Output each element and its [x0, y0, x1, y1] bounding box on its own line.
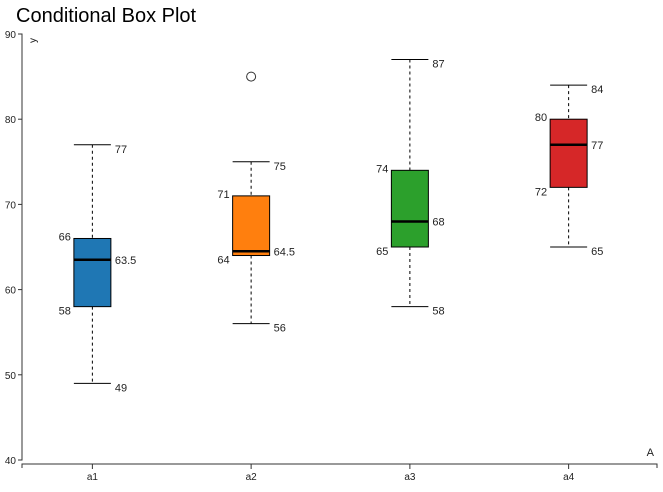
chart-title: Conditional Box Plot — [16, 5, 197, 27]
q1-label: 64 — [217, 255, 229, 267]
y-axis: 40 50 60 70 80 90 — [5, 30, 23, 467]
y-axis-label: y — [28, 38, 39, 43]
y-axis-line — [18, 33, 23, 461]
min-label: 65 — [591, 246, 603, 258]
y-tick-label: 40 — [5, 456, 17, 467]
iqr-box — [232, 195, 271, 257]
x-tick-label: a2 — [246, 472, 258, 483]
max-label: 84 — [591, 84, 603, 96]
q1-label: 58 — [59, 306, 71, 318]
box-a1: 77 49 63.5 66 58 — [59, 144, 137, 395]
min-label: 56 — [274, 323, 286, 335]
x-axis-label: A — [647, 447, 655, 459]
max-label: 75 — [274, 161, 286, 173]
q1-label: 72 — [535, 186, 547, 198]
q3-label: 80 — [535, 112, 547, 124]
max-label: 87 — [432, 59, 444, 71]
min-label: 49 — [115, 382, 127, 394]
boxes: 77 49 63.5 66 58 75 56 64.5 71 64 87 58 68 74 65 84 65 77… — [59, 59, 604, 395]
iqr-box — [390, 169, 429, 248]
y-tick-label: 60 — [5, 286, 17, 297]
iqr-box — [549, 118, 588, 188]
max-label: 77 — [115, 144, 127, 156]
median-label: 68 — [432, 216, 444, 228]
y-tick-label: 50 — [5, 371, 17, 382]
x-axis-line — [21, 463, 658, 468]
q1-label: 65 — [376, 246, 388, 258]
min-label: 58 — [432, 306, 444, 318]
q3-label: 71 — [217, 189, 229, 201]
q3-label: 66 — [59, 231, 71, 243]
y-tick-label: 80 — [5, 115, 17, 126]
q3-label: 74 — [376, 163, 388, 175]
median-label: 77 — [591, 140, 603, 152]
median-label: 63.5 — [115, 255, 136, 267]
box-a3: 87 58 68 74 65 — [376, 59, 445, 318]
median-label: 64.5 — [274, 246, 295, 258]
x-axis: a1 a2 a3 a4 — [21, 463, 658, 483]
x-tick-label: a4 — [563, 472, 575, 483]
box-a2: 75 56 64.5 71 64 — [217, 71, 295, 335]
iqr-box — [73, 237, 112, 308]
x-tick-label: a1 — [87, 472, 99, 483]
y-tick-label: 70 — [5, 200, 17, 211]
x-tick-label: a3 — [404, 472, 416, 483]
outlier-point — [246, 71, 257, 82]
box-a4: 84 65 77 80 72 — [535, 84, 604, 258]
y-tick-label: 90 — [5, 30, 17, 41]
